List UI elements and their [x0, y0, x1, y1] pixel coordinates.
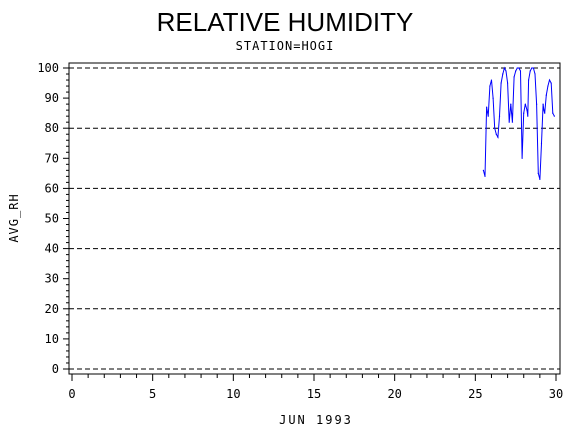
- y-tick-label-80: 80: [45, 121, 59, 135]
- x-tick-label-0: 0: [68, 387, 75, 401]
- data-point: [482, 169, 484, 171]
- series-line-0: [482, 66, 555, 180]
- data-point: [521, 157, 523, 159]
- data-point: [495, 133, 497, 135]
- data-point: [511, 112, 513, 114]
- x-tick-label-25: 25: [468, 387, 482, 401]
- x-tick-label-15: 15: [307, 387, 321, 401]
- y-axis: 0 10 20 30 40 50 60 70 80 90 100: [37, 61, 69, 376]
- series-group: [482, 66, 555, 180]
- data-point: [539, 178, 541, 180]
- data-point: [518, 67, 520, 69]
- data-point: [510, 103, 512, 105]
- y-tick-label-40: 40: [45, 242, 59, 256]
- data-point: [513, 76, 515, 78]
- y-tick-label-0: 0: [52, 362, 59, 376]
- data-point: [505, 70, 507, 72]
- data-point: [536, 103, 538, 105]
- y-tick-label-90: 90: [45, 91, 59, 105]
- data-point: [508, 121, 510, 123]
- x-tick-label-5: 5: [149, 387, 156, 401]
- x-axis: 0 5 10 15 20 25 30: [68, 374, 563, 401]
- data-point: [516, 67, 518, 69]
- data-point: [543, 109, 545, 111]
- data-point: [511, 121, 514, 123]
- x-tick-label-10: 10: [226, 387, 240, 401]
- data-point: [490, 79, 493, 81]
- data-point: [540, 142, 543, 144]
- data-point: [545, 94, 547, 96]
- x-axis-label: JUN 1993: [279, 413, 353, 427]
- data-point: [523, 112, 525, 114]
- y-tick-label-60: 60: [45, 181, 59, 195]
- data-point: [534, 73, 536, 75]
- data-point: [489, 85, 491, 87]
- data-point: [544, 112, 546, 114]
- y-axis-label: AVG_RH: [7, 193, 21, 242]
- data-point: [547, 85, 549, 87]
- y-tick-label-20: 20: [45, 302, 59, 316]
- data-point: [529, 70, 531, 72]
- chart-title: RELATIVE HUMIDITY: [157, 7, 414, 37]
- y-tick-label-30: 30: [45, 272, 59, 286]
- data-point: [519, 70, 522, 72]
- data-point: [486, 106, 488, 108]
- data-point: [497, 136, 499, 138]
- data-point: [484, 175, 486, 177]
- grid-lines: [69, 67, 560, 370]
- data-point: [515, 70, 517, 72]
- data-point: [532, 67, 535, 69]
- data-point: [492, 97, 494, 99]
- data-point: [502, 73, 504, 75]
- data-point: [537, 172, 539, 174]
- data-point: [550, 82, 552, 84]
- data-point: [553, 115, 555, 117]
- x-tick-label-30: 30: [549, 387, 563, 401]
- data-point: [487, 115, 489, 117]
- data-point: [500, 82, 502, 84]
- data-point: [526, 109, 528, 111]
- y-tick-label-100: 100: [37, 61, 59, 75]
- data-point: [527, 115, 529, 117]
- y-tick-label-70: 70: [45, 151, 59, 165]
- chart-subtitle: STATION=HOGI: [236, 39, 335, 53]
- data-point: [507, 82, 509, 84]
- data-point: [548, 79, 551, 81]
- data-point: [498, 115, 501, 117]
- data-point: [503, 67, 505, 69]
- data-point: [524, 103, 526, 105]
- y-tick-label-50: 50: [45, 212, 59, 226]
- data-point: [494, 127, 496, 129]
- x-tick-label-20: 20: [387, 387, 401, 401]
- data-point: [552, 112, 554, 114]
- data-point: [531, 67, 533, 69]
- data-point: [542, 103, 544, 105]
- y-tick-label-10: 10: [45, 332, 59, 346]
- data-point: [527, 79, 530, 81]
